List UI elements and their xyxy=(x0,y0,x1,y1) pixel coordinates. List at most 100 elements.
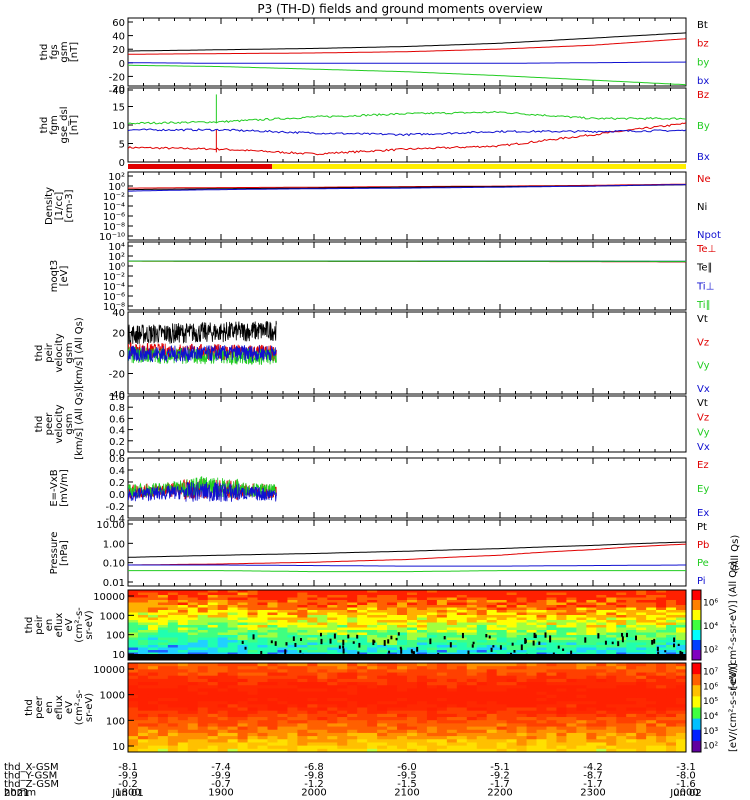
xaxis-value-3-6: 0000 xyxy=(673,788,698,799)
xaxis-value-3-4: 2200 xyxy=(487,788,512,799)
panel-ispec: thd peir en eflux eV (cm²-s-sr-eV) 10⁶ 10⁴ 10² [e… xyxy=(24,561,739,690)
colorbar-tick-espec-1: 10⁶ xyxy=(703,682,718,692)
legend-fgs-2: by xyxy=(697,57,709,68)
legend-temp-3: Ti∥ xyxy=(696,300,711,311)
ytick-label-espec-3: 10 xyxy=(112,742,125,753)
xaxis-value-0-6: -3.1 xyxy=(676,762,696,773)
legend-fgm-0: Bz xyxy=(697,90,709,101)
ylabel-fgm-3: [nT] xyxy=(69,115,80,135)
frame-fgm xyxy=(127,87,687,163)
legend-efield-0: Ez xyxy=(697,460,709,471)
ytick-label-fgm-2: 10 xyxy=(112,121,125,132)
colorbar-tick-espec-0: 10⁷ xyxy=(703,667,718,677)
ytick-label-fgs-5: -40 xyxy=(109,86,125,97)
ylabel-espec-1: peer xyxy=(34,695,45,719)
xaxis-value-2-1: -0.7 xyxy=(211,779,231,790)
legend-dens-2: Npot xyxy=(697,230,721,241)
frame-ispec xyxy=(127,589,687,661)
xaxis-value-0-2: -6.8 xyxy=(304,762,324,773)
xaxis-value-1-3: -9.5 xyxy=(397,771,417,782)
ylabel-vi-1: peir xyxy=(44,342,55,362)
plot-title: P3 (TH-D) fields and ground moments over… xyxy=(257,2,542,16)
ytick-label-fgs-4: -20 xyxy=(109,72,125,83)
ytick-label-efield-0: 0.6 xyxy=(109,454,125,465)
ytick-label-espec-0: 10000 xyxy=(93,665,125,676)
ylabel-fgm-0: thd xyxy=(39,117,50,134)
series-press-Pi xyxy=(128,564,686,567)
ylabel-espec-4: eV xyxy=(64,701,75,714)
colorbar-tick-espec-3: 10⁴ xyxy=(703,712,718,722)
legend-dens-1: Ni xyxy=(697,202,707,213)
ylabel-dens-0: Density xyxy=(44,187,55,225)
ytick-label-press-1: 1.00 xyxy=(103,539,125,550)
ytick-label-temp-4: 10⁻⁴ xyxy=(103,282,125,293)
xaxis-value-2-2: -1.2 xyxy=(304,779,324,790)
xaxis-value-2-4: -1.7 xyxy=(490,779,510,790)
xaxis-value-2-5: -1.7 xyxy=(583,779,603,790)
ytick-label-temp-3: 10⁻² xyxy=(103,272,125,283)
ylabel-ispec-0: thd xyxy=(24,617,35,634)
ylabel-ispec-1: peir xyxy=(34,614,45,634)
ylabel-ve-4: [km/s] (All Qs) xyxy=(74,388,85,460)
panel-efield: E=-VxB [mV/m] 0.60.40.20.0-0.2-0.4 Ez Ey Ex xyxy=(49,454,709,525)
series-dens-Ne xyxy=(128,183,686,189)
legend-vi-3: Vx xyxy=(697,384,710,395)
frame-ve xyxy=(127,395,687,453)
ylabel-fgm-2: gse_dsl xyxy=(59,106,70,143)
series-efield-Ex xyxy=(128,481,277,502)
ytick-label-dens-0: 10² xyxy=(108,172,125,183)
ytick-label-press-3: 0.01 xyxy=(103,578,125,589)
xaxis-value-0-0: -8.1 xyxy=(118,762,138,773)
ylabel-ve-3: gsm xyxy=(64,413,75,434)
spectrogram-espec xyxy=(128,663,686,752)
series-dens-Npot xyxy=(128,184,686,192)
colorbar-tick-espec-5: 10² xyxy=(703,742,718,752)
ytick-label-dens-3: 10⁻⁴ xyxy=(103,202,125,213)
xaxis-value-2-3: -1.5 xyxy=(397,779,417,790)
ylabel-ispec-6: sr-eV) xyxy=(84,610,95,639)
ytick-label-fgm-0: 20 xyxy=(112,84,125,95)
xaxis-value-3-1: 1900 xyxy=(208,788,233,799)
legend-ve-3: Vx xyxy=(697,442,710,453)
panel-dens: Density [1/cc] [cm-3]10²10⁰10⁻²10⁻⁴10⁻⁶10⁻… xyxy=(44,171,721,243)
ytick-label-dens-6: 10⁻¹⁰ xyxy=(99,232,125,243)
ylabel-press-1: [nPa] xyxy=(59,540,70,566)
legend-ve-1: Vz xyxy=(697,413,709,424)
ytick-label-efield-2: 0.2 xyxy=(109,478,125,489)
ylabel-ve-1: peer xyxy=(44,412,55,436)
ylabel-vi-3: gsm xyxy=(64,342,75,363)
colorbar-tick-ispec-2: 10² xyxy=(703,645,718,655)
ytick-label-fgs-1: 40 xyxy=(112,32,125,43)
colorbar-tick-espec-2: 10⁵ xyxy=(703,697,718,707)
ylabel-fgs-2: gsm xyxy=(59,41,70,62)
ylabel-fgm-1: fgm xyxy=(49,115,60,135)
legend-press-3: Pi xyxy=(697,576,706,587)
ytick-label-ve-2: 0.6 xyxy=(109,414,125,425)
ylabel-ispec-2: en xyxy=(44,619,55,632)
frame-press xyxy=(127,519,687,587)
ylabel-fgs-3: [nT] xyxy=(69,42,80,62)
series-vi-Vt xyxy=(128,320,277,345)
mode-bar xyxy=(128,164,686,169)
ytick-label-efield-3: 0.0 xyxy=(109,490,125,501)
xaxis-value-3-2: 2000 xyxy=(301,788,326,799)
panel-press: Pressure [nPa] 10.00 1.00 0.10 0.01 Pt Pb Pe Pi (A… xyxy=(49,519,741,589)
legend-efield-1: Ey xyxy=(697,484,709,495)
ytick-label-ispec-2: 100 xyxy=(106,631,125,642)
xaxis-value-2-6: -1.6 xyxy=(676,779,696,790)
ytick-label-ispec-1: 1000 xyxy=(100,611,125,622)
side-label-press: (All Qs) xyxy=(730,535,741,572)
legend-temp-1: Te∥ xyxy=(696,263,713,274)
ytick-label-press-0: 10.00 xyxy=(96,520,125,531)
colorbar-tick-ispec-1: 10⁴ xyxy=(703,622,718,632)
ylabel-ispec-4: eV xyxy=(64,618,75,631)
ytick-label-ve-0: 1.0 xyxy=(109,392,125,403)
legend-dens-0: Ne xyxy=(697,174,711,185)
xaxis-row-label-1: thd_Y-GSM xyxy=(4,771,57,782)
legend-press-2: Pe xyxy=(697,558,709,569)
ylabel-dens-2: [cm-3] xyxy=(64,189,75,222)
ylabel-vi-2: velocity xyxy=(54,333,65,372)
series-press-Pb xyxy=(128,543,686,566)
